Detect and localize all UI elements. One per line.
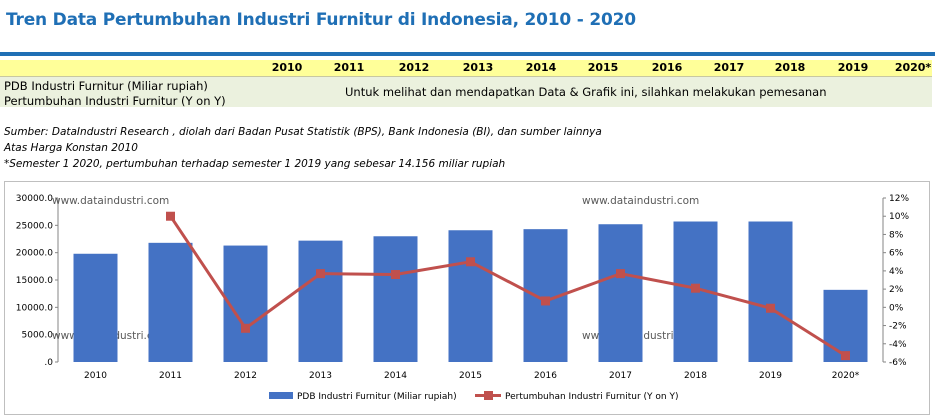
- left-tick-label-0: 30000.0: [16, 194, 53, 204]
- right-tick-label-5: 2%: [889, 285, 904, 295]
- price-basis-note: Atas Harga Konstan 2010: [4, 142, 138, 154]
- page-title: Tren Data Pertumbuhan Industri Furnitur …: [6, 10, 636, 30]
- year-header-0: 2010: [271, 61, 303, 74]
- source-note: Sumber: DataIndustri Research , diolah d…: [4, 126, 602, 138]
- x-tick-label-0: 2010: [84, 371, 107, 381]
- bar-2017: [598, 224, 643, 362]
- bar-2019: [748, 221, 793, 362]
- right-tick-label-6: 0%: [889, 303, 904, 313]
- year-header-1: 2011: [333, 61, 365, 74]
- left-tick-label-4: 10000.0: [16, 303, 53, 313]
- chart-container: 30000.0 25000.0 20000.0 15000.0 10000.0 5000.…: [4, 181, 930, 415]
- year-header-3: 2013: [462, 61, 494, 74]
- x-tick-label-10: 2020*: [832, 371, 860, 381]
- combo-chart: 30000.0 25000.0 20000.0 15000.0 10000.0 5000.…: [16, 194, 910, 402]
- x-tick-label-5: 2015: [459, 371, 482, 381]
- left-tick-label-5: 5000.0: [22, 331, 54, 341]
- year-header-row: 2010 2011 2012 2013 2014 2015 2016 2017 2018 2019…: [0, 60, 932, 77]
- year-header-5: 2015: [587, 61, 619, 74]
- right-tick-label-9: -6%: [889, 358, 907, 368]
- growth-point-2012: [241, 323, 250, 333]
- x-tick-label-7: 2017: [609, 371, 632, 381]
- growth-point-2018: [691, 283, 700, 293]
- bar-2014: [373, 236, 418, 362]
- left-tick-label-1: 25000.0: [16, 221, 53, 231]
- x-tick-label-2: 2012: [234, 371, 257, 381]
- semester-note: *Semester 1 2020, pertumbuhan terhadap s…: [4, 158, 506, 170]
- right-tick-label-4: 4%: [889, 267, 904, 277]
- x-tick-label-4: 2014: [384, 371, 407, 381]
- bar-2011: [148, 242, 193, 362]
- year-header-6: 2016: [651, 61, 683, 74]
- right-tick-label-2: 8%: [889, 230, 904, 240]
- order-notice: Untuk melihat dan mendapatkan Data & Gra…: [345, 85, 827, 99]
- watermark-0: www.dataindustri.com: [52, 195, 169, 207]
- left-tick-label-6: .0: [44, 358, 53, 368]
- growth-line: [169, 215, 847, 357]
- year-header-7: 2017: [713, 61, 745, 74]
- right-tick-label-0: 12%: [889, 194, 909, 204]
- left-tick-label-2: 20000.0: [16, 249, 53, 259]
- growth-point-2019: [766, 303, 775, 313]
- data-table-body: PDB Industri Furnitur (Miliar rupiah) Pe…: [0, 77, 932, 108]
- growth-point-2015: [466, 257, 475, 267]
- row-label-growth: Pertumbuhan Industri Furnitur (Y on Y): [4, 94, 226, 108]
- watermark-1: www.dataindustri.com: [582, 195, 699, 207]
- row-label-pdb: PDB Industri Furnitur (Miliar rupiah): [4, 79, 208, 93]
- bar-2015: [448, 230, 493, 362]
- x-tick-label-9: 2019: [759, 371, 782, 381]
- growth-point-2011: [166, 211, 175, 221]
- bar-2010: [73, 253, 118, 362]
- year-header-8: 2018: [774, 61, 806, 74]
- x-tick-label-6: 2016: [534, 371, 557, 381]
- growth-point-2017: [616, 269, 625, 279]
- x-tick-label-1: 2011: [159, 371, 182, 381]
- growth-point-2014: [391, 270, 400, 280]
- left-tick-label-3: 15000.0: [16, 276, 53, 286]
- year-header-10: 2020*: [894, 61, 932, 74]
- growth-point-2016: [541, 296, 550, 306]
- bar-2013: [298, 240, 343, 362]
- legend-swatch-pdb: [269, 392, 293, 399]
- growth-point-2020*: [841, 351, 850, 361]
- title-divider: [0, 52, 935, 56]
- legend-swatch-growth-marker: [484, 391, 493, 400]
- year-header-9: 2019: [837, 61, 869, 74]
- x-tick-label-3: 2013: [309, 371, 332, 381]
- year-header-4: 2014: [525, 61, 557, 74]
- legend-label-growth: Pertumbuhan Industri Furnitur (Y on Y): [505, 392, 678, 402]
- x-tick-label-8: 2018: [684, 371, 707, 381]
- legend-label-pdb: PDB Industri Furnitur (Miliar rupiah): [297, 392, 457, 402]
- bar-2020*: [823, 289, 868, 362]
- right-tick-label-3: 6%: [889, 249, 904, 259]
- year-header-2: 2012: [398, 61, 430, 74]
- right-tick-label-1: 10%: [889, 212, 909, 222]
- right-tick-label-7: -2%: [889, 322, 907, 332]
- right-tick-label-8: -4%: [889, 340, 907, 350]
- growth-point-2013: [316, 269, 325, 279]
